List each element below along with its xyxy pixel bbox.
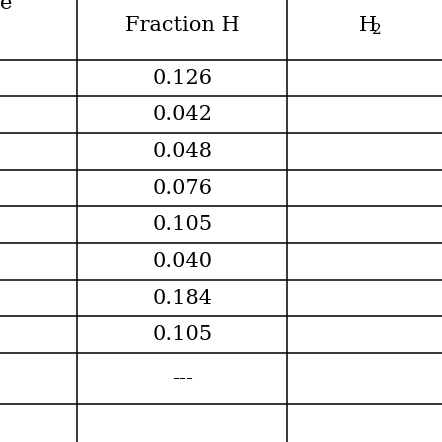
Text: Fraction H: Fraction H bbox=[125, 16, 240, 35]
Text: 0.105: 0.105 bbox=[152, 215, 213, 234]
Text: 0.048: 0.048 bbox=[152, 142, 212, 161]
Text: H: H bbox=[359, 16, 377, 35]
Text: 2: 2 bbox=[371, 23, 381, 37]
Text: ---: --- bbox=[172, 369, 193, 388]
Text: 0.042: 0.042 bbox=[152, 105, 212, 124]
Text: Storage
on: Storage on bbox=[0, 0, 13, 35]
Text: 0.040: 0.040 bbox=[152, 252, 213, 271]
Text: 0.126: 0.126 bbox=[152, 69, 212, 88]
Text: 0.184: 0.184 bbox=[152, 289, 212, 308]
Text: 0.076: 0.076 bbox=[152, 179, 212, 198]
Text: 0.105: 0.105 bbox=[152, 325, 213, 344]
